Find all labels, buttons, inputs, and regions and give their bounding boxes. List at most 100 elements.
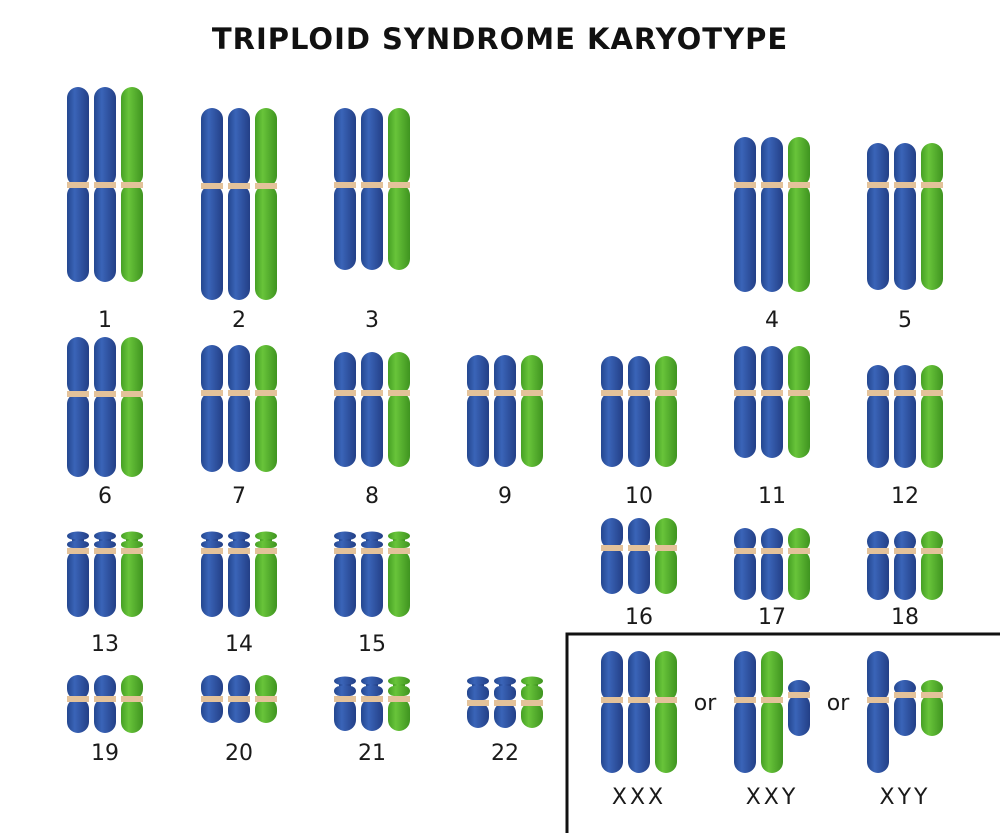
- chromosome-13-copy-2: [94, 531, 116, 617]
- chromosome-21-copy-1: [334, 676, 356, 731]
- chromosome-1-copy-1: [67, 87, 89, 282]
- chromosome-label-13: 13: [91, 632, 119, 657]
- chromosome-20-copy-1: [201, 675, 223, 723]
- chromosome-22-copy-1: [467, 676, 489, 728]
- chromosome-5-copy-3: [921, 143, 943, 290]
- sex-option-label-1: XXX: [612, 785, 666, 810]
- chromosome-13-copy-3: [121, 531, 143, 617]
- chromosome-20-copy-3: [255, 675, 277, 723]
- chromosome-label-4: 4: [765, 308, 779, 333]
- or-separator-2: or: [827, 691, 850, 716]
- chromosome-label-15: 15: [358, 632, 386, 657]
- chromosome-2-copy-1: [201, 108, 223, 300]
- chromosome-22-copy-3: [521, 676, 543, 728]
- chromosome-19-copy-3: [121, 675, 143, 733]
- chromosome-21-copy-2: [361, 676, 383, 731]
- chromosome-12-copy-2: [894, 365, 916, 468]
- chromosome-label-14: 14: [225, 632, 253, 657]
- chromosome-4-copy-3: [788, 137, 810, 292]
- chromosome-19-copy-1: [67, 675, 89, 733]
- chromosome-1-copy-3: [121, 87, 143, 282]
- chromosome-7-copy-2: [228, 345, 250, 472]
- y-chromosome-xxy: [788, 680, 810, 736]
- chromosome-12-copy-3: [921, 365, 943, 468]
- chromosome-17-copy-2: [761, 528, 783, 600]
- chromosome-3-copy-2: [361, 108, 383, 270]
- chromosome-label-17: 17: [758, 605, 786, 630]
- chromosome-label-16: 16: [625, 605, 653, 630]
- x-chromosome-xyy: [867, 651, 889, 773]
- chromosome-21-copy-3: [388, 676, 410, 731]
- chromosome-15-copy-1: [334, 531, 356, 617]
- y-chromosome-xyy-2: [921, 680, 943, 736]
- chromosome-9-copy-3: [521, 355, 543, 467]
- chromosome-16-copy-2: [628, 518, 650, 594]
- chromosome-17-copy-1: [734, 528, 756, 600]
- chromosome-label-2: 2: [232, 308, 246, 333]
- chromosome-label-7: 7: [232, 484, 246, 509]
- sex-option-label-3: XYY: [880, 785, 931, 810]
- chromosome-15-copy-3: [388, 531, 410, 617]
- chromosome-label-18: 18: [891, 605, 919, 630]
- chromosome-label-12: 12: [891, 484, 919, 509]
- chromosome-label-20: 20: [225, 741, 253, 766]
- chromosome-17-copy-3: [788, 528, 810, 600]
- chromosome-13-copy-1: [67, 531, 89, 617]
- chromosome-7-copy-3: [255, 345, 277, 472]
- chromosome-10-copy-3: [655, 356, 677, 467]
- x-chromosome-xxx-2: [628, 651, 650, 773]
- chromosome-1-copy-2: [94, 87, 116, 282]
- chromosome-6-copy-3: [121, 337, 143, 477]
- chromosome-label-22: 22: [491, 741, 519, 766]
- chromosome-8-copy-1: [334, 352, 356, 467]
- chromosome-15-copy-2: [361, 531, 383, 617]
- chromosome-9-copy-1: [467, 355, 489, 467]
- chromosome-16-copy-3: [655, 518, 677, 594]
- chromosome-20-copy-2: [228, 675, 250, 723]
- chromosome-11-copy-2: [761, 346, 783, 458]
- chromosome-18-copy-1: [867, 531, 889, 600]
- x-chromosome-xxy-1: [734, 651, 756, 773]
- chromosome-6-copy-2: [94, 337, 116, 477]
- sex-option-label-2: XXY: [746, 785, 799, 810]
- chromosome-label-3: 3: [365, 308, 379, 333]
- or-separator-1: or: [694, 691, 717, 716]
- chromosome-label-5: 5: [898, 308, 912, 333]
- chromosome-3-copy-1: [334, 108, 356, 270]
- chromosome-8-copy-3: [388, 352, 410, 467]
- chromosome-label-6: 6: [98, 484, 112, 509]
- chromosome-11-copy-1: [734, 346, 756, 458]
- chromosome-6-copy-1: [67, 337, 89, 477]
- x-chromosome-xxx-3: [655, 651, 677, 773]
- chromosome-label-9: 9: [498, 484, 512, 509]
- chromosome-18-copy-3: [921, 531, 943, 600]
- x-chromosome-xxy-2: [761, 651, 783, 773]
- y-chromosome-xyy-1: [894, 680, 916, 736]
- chromosome-12-copy-1: [867, 365, 889, 468]
- chromosome-14-copy-3: [255, 531, 277, 617]
- karyotype-title: TRIPLOID SYNDROME KARYOTYPE: [211, 22, 789, 56]
- chromosome-label-10: 10: [625, 484, 653, 509]
- chromosome-19-copy-2: [94, 675, 116, 733]
- chromosome-10-copy-2: [628, 356, 650, 467]
- sex-chromosome-box: [565, 632, 1000, 833]
- chromosome-14-copy-1: [201, 531, 223, 617]
- x-chromosome-xxx-1: [601, 651, 623, 773]
- chromosome-10-copy-1: [601, 356, 623, 467]
- chromosome-9-copy-2: [494, 355, 516, 467]
- chromosome-4-copy-1: [734, 137, 756, 292]
- chromosome-label-19: 19: [91, 741, 119, 766]
- chromosome-5-copy-2: [894, 143, 916, 290]
- chromosome-11-copy-3: [788, 346, 810, 458]
- chromosome-2-copy-2: [228, 108, 250, 300]
- chromosome-label-21: 21: [358, 741, 386, 766]
- chromosome-2-copy-3: [255, 108, 277, 300]
- chromosome-16-copy-1: [601, 518, 623, 594]
- chromosome-5-copy-1: [867, 143, 889, 290]
- chromosome-22-copy-2: [494, 676, 516, 728]
- chromosome-3-copy-3: [388, 108, 410, 270]
- chromosome-label-1: 1: [98, 308, 112, 333]
- chromosome-18-copy-2: [894, 531, 916, 600]
- chromosome-8-copy-2: [361, 352, 383, 467]
